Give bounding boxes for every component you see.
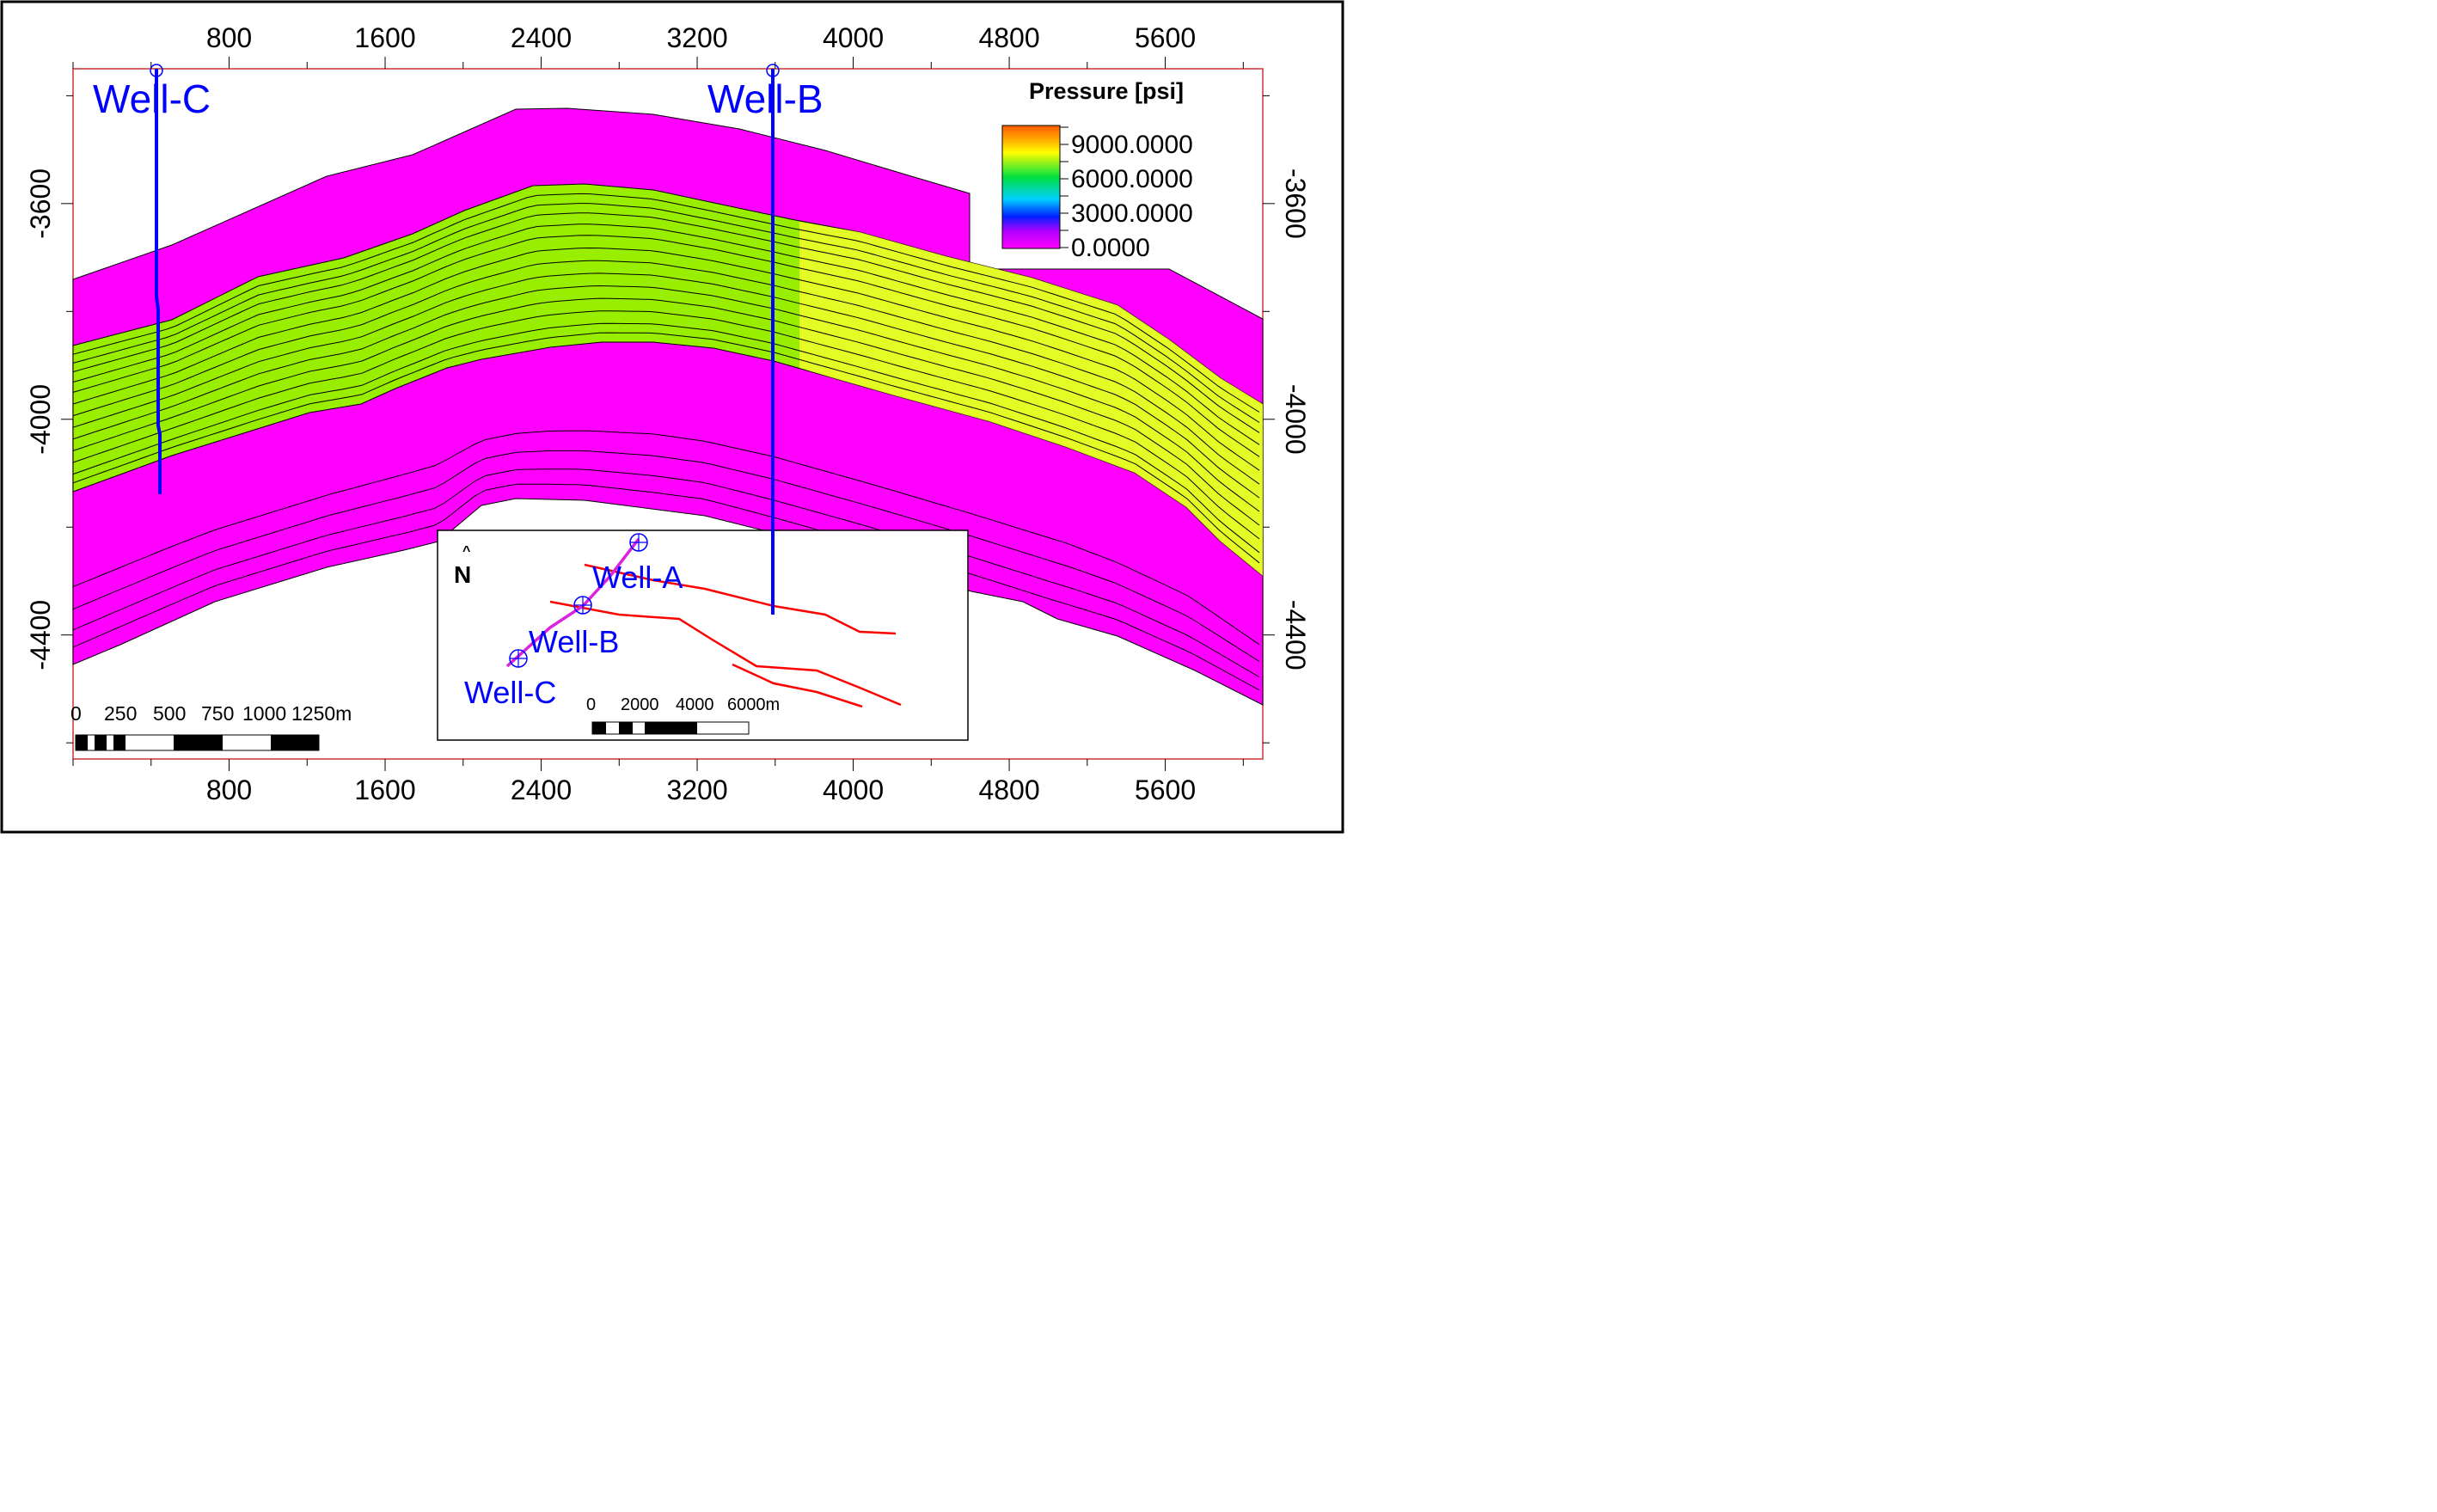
contour-line — [72, 235, 1260, 457]
contour-line — [72, 297, 1260, 526]
x-tick-label-bottom: 5600 — [1135, 774, 1196, 805]
contour-line — [72, 203, 1260, 423]
contour-line — [72, 260, 1260, 485]
x-tick-label-top: 4800 — [978, 22, 1039, 53]
fault-line — [732, 663, 863, 708]
contour-line — [72, 212, 1260, 433]
contour-line — [72, 322, 1260, 554]
x-tick-label-top: 5600 — [1135, 22, 1196, 53]
x-tick-label-top: 1600 — [354, 22, 415, 53]
inset-scale-label: 6000m — [727, 695, 780, 714]
axes: 800 800 1600 1600 2400 2400 3200 3200 4000 4000 48… — [25, 22, 1311, 805]
fault-line — [549, 600, 902, 707]
contour-line — [72, 193, 1260, 413]
inset-well-marker — [509, 649, 528, 668]
legend-label: 0.0000 — [1071, 234, 1150, 262]
contour-line — [72, 450, 1260, 662]
legend-colorbar — [1001, 125, 1061, 249]
north-arrow-icon: ^ — [462, 544, 470, 559]
y-tick-label-left: -4400 — [25, 600, 56, 670]
contour-line — [72, 285, 1260, 512]
y-tick-label-right: -3600 — [1280, 168, 1311, 239]
north-arrow-label: N — [454, 561, 471, 588]
x-tick-label-bottom: 4800 — [978, 774, 1039, 805]
x-tick-label-bottom: 1600 — [354, 774, 415, 805]
inset-scale-label: 4000 — [676, 695, 714, 714]
x-tick-label-top: 2400 — [511, 22, 572, 53]
x-tick-label-bottom: 3200 — [666, 774, 727, 805]
well-b: Well-B — [707, 64, 824, 615]
inset-map-frame — [437, 530, 969, 741]
contour-line — [72, 483, 1260, 691]
scale-bar-label: 750 — [201, 702, 234, 725]
scale-bar: 0 250 500 750 1000 1250m — [70, 702, 352, 751]
well-head-icon — [150, 64, 163, 77]
inset-well-marker — [629, 533, 648, 552]
x-tick-label-top: 4000 — [823, 22, 884, 53]
y-tick-label-right: -4000 — [1280, 384, 1311, 455]
well-label: Well-C — [93, 77, 211, 121]
inset-well-label: Well-C — [464, 675, 556, 710]
inset-well-label: Well-B — [529, 624, 619, 659]
scale-bar-label: 500 — [153, 702, 186, 725]
y-tick-label-right: -4400 — [1280, 600, 1311, 670]
x-tick-label-bottom: 4000 — [823, 774, 884, 805]
well-path — [155, 69, 162, 494]
y-tick-label-left: -4000 — [25, 384, 56, 455]
reservoir-yellow — [799, 222, 1263, 576]
inset-scale-label: 2000 — [621, 695, 659, 714]
x-tick-label-bottom: 2400 — [511, 774, 572, 805]
contour-line — [72, 310, 1260, 540]
scale-bar-label: 250 — [104, 702, 137, 725]
legend-label: 6000.0000 — [1071, 165, 1193, 193]
well-label: Well-B — [707, 77, 824, 121]
contour-line — [72, 468, 1260, 678]
inset-scale-bar: 0 2000 4000 6000m — [586, 695, 780, 735]
contour-line — [72, 223, 1260, 445]
inset-map: N ^ Well-A Well-B Well-C 0 2000 4000 — [437, 530, 969, 741]
scale-bar-label: 1250m — [291, 702, 352, 725]
inset-scale-label: 0 — [586, 695, 596, 714]
well-c: Well-C — [93, 64, 211, 494]
well-head-icon — [766, 64, 780, 77]
contour-line — [72, 247, 1260, 471]
legend-label: 3000.0000 — [1071, 199, 1193, 228]
contour-line — [72, 272, 1260, 499]
scale-bar-label: 0 — [70, 702, 82, 725]
legend-label: 9000.0000 — [1071, 131, 1193, 159]
y-tick-label-left: -3600 — [25, 168, 56, 239]
x-tick-label-top: 800 — [206, 22, 252, 53]
contour-line — [72, 332, 1260, 564]
inset-well-label: Well-A — [592, 560, 683, 595]
x-tick-label-top: 3200 — [666, 22, 727, 53]
legend-ticks — [1060, 126, 1068, 248]
contour-line — [72, 430, 1260, 646]
chart-frame: N ^ Well-A Well-B Well-C 0 2000 4000 — [0, 0, 1344, 834]
scale-bar-label: 1000 — [242, 702, 286, 725]
x-tick-label-bottom: 800 — [206, 774, 252, 805]
inset-well-marker — [573, 596, 592, 615]
legend: Pressure [psi] 9000.0000 6000.0000 3000.… — [1001, 78, 1193, 262]
layer-contours — [72, 193, 1260, 691]
legend-title: Pressure [psi] — [1029, 78, 1184, 104]
